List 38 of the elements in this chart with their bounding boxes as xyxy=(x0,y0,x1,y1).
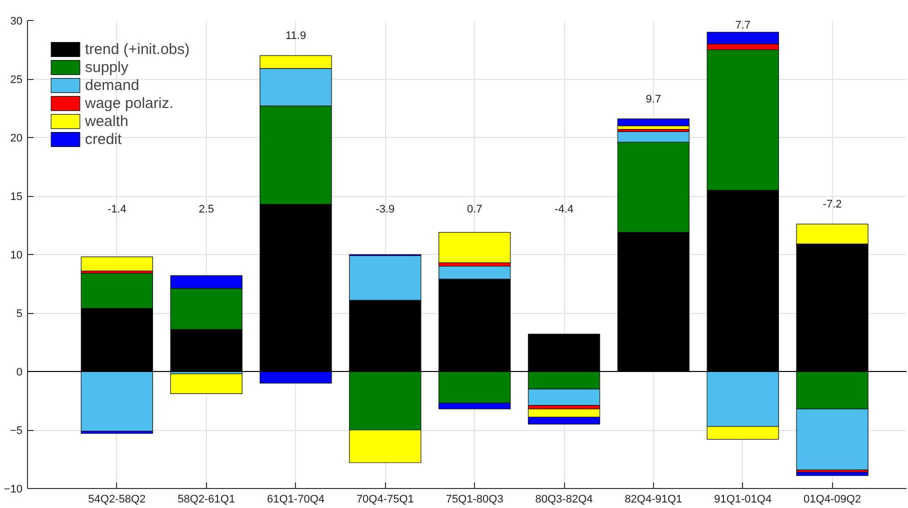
annotation: 7.7 xyxy=(735,20,751,32)
legend-label: trend (+init.obs) xyxy=(85,40,190,58)
x-tick-label: 91Q1-01Q4 xyxy=(714,494,772,506)
x-tick-label: 70Q4-75Q1 xyxy=(356,494,414,506)
legend-label: supply xyxy=(85,58,128,76)
bar xyxy=(796,472,868,476)
bar xyxy=(617,118,690,126)
annotation: 0.7 xyxy=(466,203,482,216)
y-tick-label: 10 xyxy=(10,250,23,262)
annotation: 2.5 xyxy=(198,203,214,216)
y-tick-label: 20 xyxy=(10,132,23,144)
y-tick-label: 15 xyxy=(10,191,23,203)
y-tick-label: −5 xyxy=(10,425,23,437)
y-tick-label: 5 xyxy=(16,308,23,320)
annotation: -3.9 xyxy=(376,203,395,216)
legend-label: demand xyxy=(85,76,140,94)
bar xyxy=(80,256,153,272)
legend-label: credit xyxy=(85,130,122,148)
annotation: -7.2 xyxy=(822,198,842,211)
annotation: 11.9 xyxy=(285,30,306,42)
annotation: -4.4 xyxy=(554,203,574,216)
x-tick-label: 61Q1-70Q4 xyxy=(267,494,325,506)
bar xyxy=(438,232,511,263)
x-tick-label: 58Q2-61Q1 xyxy=(178,494,236,506)
x-tick-label: 80Q3-82Q4 xyxy=(535,494,593,506)
legend-label: wealth xyxy=(85,112,128,130)
annotation: -1.4 xyxy=(107,203,126,216)
y-tick-label: 30 xyxy=(10,16,23,28)
y-tick-label: 0 xyxy=(16,366,23,378)
x-tick-label: 75Q1-80Q3 xyxy=(446,494,504,506)
y-tick-label: −10 xyxy=(4,484,23,496)
x-tick-label: 54Q2-58Q2 xyxy=(88,494,146,506)
y-tick-label: 25 xyxy=(10,74,23,86)
annotation: 9.7 xyxy=(646,93,662,106)
x-tick-label: 82Q4-91Q1 xyxy=(624,494,682,506)
legend-label: wage polariz. xyxy=(85,94,174,112)
x-tick-label: 01Q4-09Q2 xyxy=(804,494,862,506)
bar xyxy=(170,374,242,394)
